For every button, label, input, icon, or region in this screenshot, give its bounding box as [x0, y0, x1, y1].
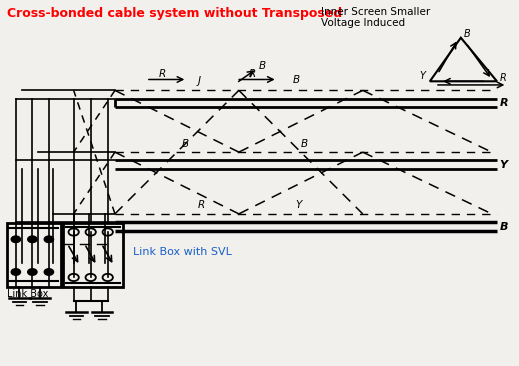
Text: B: B [301, 139, 308, 149]
Text: R: R [198, 201, 205, 210]
Text: J: J [198, 76, 200, 86]
Text: Y: Y [419, 71, 426, 82]
Text: Cross-bonded cable system without Transposed: Cross-bonded cable system without Transp… [7, 7, 342, 20]
Text: Link Box with SVL: Link Box with SVL [133, 247, 232, 257]
Text: Y: Y [500, 160, 508, 170]
Circle shape [11, 269, 20, 275]
Text: B: B [258, 61, 266, 71]
Text: B: B [182, 139, 189, 149]
Text: R: R [249, 68, 256, 79]
Text: Y: Y [296, 201, 302, 210]
Circle shape [44, 269, 53, 275]
Circle shape [11, 236, 20, 243]
Text: R: R [500, 98, 508, 108]
Text: B: B [463, 29, 470, 39]
Circle shape [44, 236, 53, 243]
Text: B: B [500, 221, 508, 232]
Circle shape [28, 236, 37, 243]
Text: Link Box: Link Box [7, 290, 48, 299]
Text: Inner Screen Smaller
Voltage Induced: Inner Screen Smaller Voltage Induced [321, 7, 431, 29]
Text: B: B [293, 75, 300, 85]
Text: R: R [500, 72, 507, 83]
Bar [7, 223, 61, 287]
Text: R: R [159, 68, 166, 79]
Circle shape [28, 269, 37, 275]
Bar [63, 223, 122, 287]
